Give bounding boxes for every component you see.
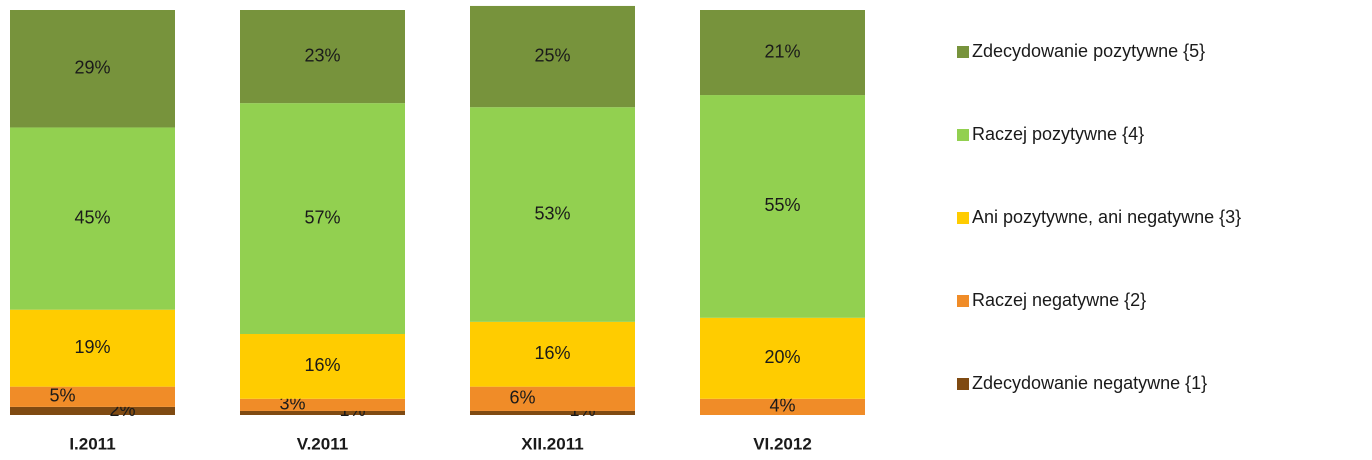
- value-label: 16%: [304, 355, 340, 375]
- value-label: 5%: [49, 386, 75, 406]
- bar-segment: [470, 321, 635, 387]
- bar-segment: [240, 103, 405, 335]
- value-label: 19%: [74, 337, 110, 357]
- legend-label: Zdecydowanie negatywne {1}: [972, 373, 1207, 393]
- value-label: 53%: [534, 203, 570, 223]
- value-label: 6%: [509, 388, 535, 408]
- bar-segment: [10, 309, 175, 387]
- bar-segment: [470, 107, 635, 322]
- legend-swatch: [957, 378, 969, 390]
- bar-segment: [700, 398, 865, 415]
- bar-segment: [240, 334, 405, 399]
- value-label: 20%: [764, 347, 800, 367]
- bar-segment: [10, 386, 175, 407]
- legend-swatch: [957, 46, 969, 58]
- legend-swatch: [957, 295, 969, 307]
- bar-segment: [240, 10, 405, 104]
- legend-label: Raczej pozytywne {4}: [972, 124, 1144, 144]
- legend-label: Ani pozytywne, ani negatywne {3}: [972, 207, 1241, 227]
- value-label: 16%: [534, 343, 570, 363]
- bar-segment: [240, 398, 405, 411]
- value-label: 23%: [304, 45, 340, 65]
- value-label: 4%: [769, 396, 795, 416]
- bar-segment: [470, 410, 635, 415]
- bar-segment: [10, 127, 175, 310]
- category-label: XII.2011: [521, 434, 583, 453]
- bar-segment: [700, 317, 865, 399]
- bar-segment: [10, 406, 175, 415]
- value-label: 57%: [304, 207, 340, 227]
- value-label: 55%: [764, 195, 800, 215]
- category-label: I.2011: [69, 434, 115, 453]
- bar-segment: [470, 386, 635, 411]
- legend-label: Zdecydowanie pozytywne {5}: [972, 41, 1205, 61]
- legend-swatch: [957, 129, 969, 141]
- value-label: 29%: [74, 57, 110, 77]
- bar-segment: [700, 95, 865, 318]
- category-label: V.2011: [297, 434, 348, 453]
- bar-segment: [10, 10, 175, 128]
- bar-segment: [700, 10, 865, 96]
- value-label: 21%: [764, 41, 800, 61]
- category-label: VI.2012: [753, 434, 812, 453]
- bar-segment: [240, 410, 405, 415]
- value-label: 45%: [74, 207, 110, 227]
- bar-segment: [470, 5, 635, 108]
- value-label: 25%: [534, 45, 570, 65]
- legend-label: Raczej negatywne {2}: [972, 290, 1146, 310]
- legend-swatch: [957, 212, 969, 224]
